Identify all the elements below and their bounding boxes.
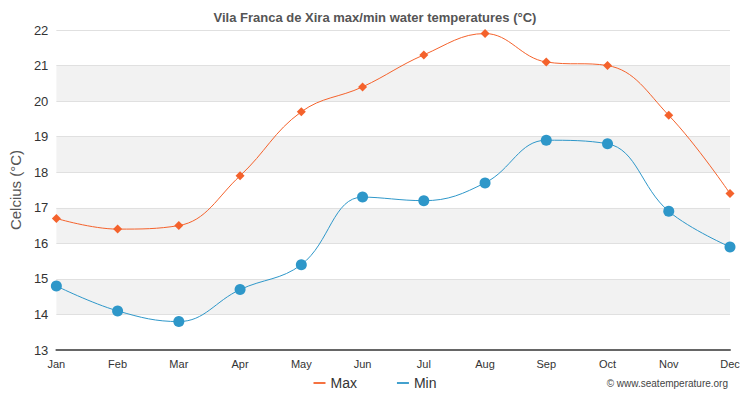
svg-text:Vila Franca de Xira max/min wa: Vila Franca de Xira max/min water temper… [214, 10, 537, 25]
svg-text:18: 18 [34, 165, 48, 180]
svg-text:15: 15 [34, 271, 48, 286]
svg-text:© www.seatemperature.org: © www.seatemperature.org [607, 378, 728, 389]
svg-text:Jul: Jul [417, 358, 431, 370]
svg-text:Celcius (°C): Celcius (°C) [7, 150, 24, 230]
svg-text:Sep: Sep [536, 358, 556, 370]
svg-text:Mar: Mar [169, 358, 188, 370]
svg-text:21: 21 [34, 58, 48, 73]
svg-text:14: 14 [34, 307, 48, 322]
svg-text:19: 19 [34, 129, 48, 144]
svg-text:May: May [291, 358, 312, 370]
svg-text:Jan: Jan [47, 358, 65, 370]
svg-text:Nov: Nov [659, 358, 679, 370]
svg-text:16: 16 [34, 236, 48, 251]
svg-text:Apr: Apr [232, 358, 249, 370]
svg-text:Min: Min [414, 375, 437, 391]
svg-text:20: 20 [34, 94, 48, 109]
svg-text:13: 13 [34, 343, 48, 358]
svg-text:Aug: Aug [475, 358, 495, 370]
svg-text:Dec: Dec [720, 358, 740, 370]
svg-text:17: 17 [34, 200, 48, 215]
svg-text:22: 22 [34, 23, 48, 38]
svg-text:Feb: Feb [108, 358, 127, 370]
svg-text:Jun: Jun [354, 358, 372, 370]
svg-text:Max: Max [330, 375, 356, 391]
svg-text:Oct: Oct [599, 358, 616, 370]
